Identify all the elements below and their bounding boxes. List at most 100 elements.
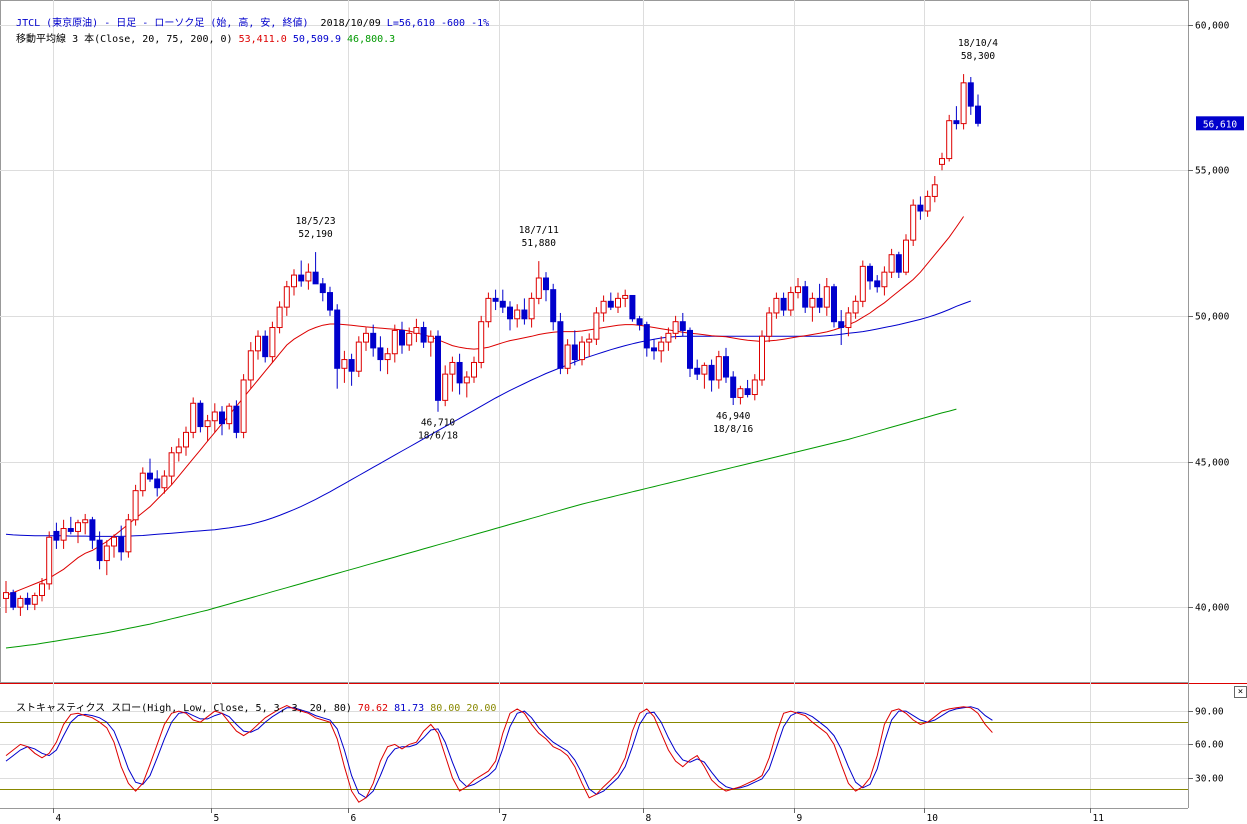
candle-down [53,530,60,541]
date-tick-label: 11 [1093,813,1105,824]
candle-down [780,297,787,311]
candle-up [139,472,146,492]
candle-down [67,528,74,532]
candle-up [427,335,434,343]
chart-header: JTCL (東京原油) - 日足 - ローソク足 (始, 高, 安, 終値) 2… [4,3,489,29]
candle-down [543,277,549,291]
ma75-value: 50,509.9 [292,34,341,45]
date-tick-label: 10 [927,813,939,824]
candle-down [89,519,96,541]
date-tick-label: 7 [502,813,508,824]
candle-up [46,536,53,585]
candle-up [615,297,621,308]
stoch-slow-k-line [5,705,993,803]
candle-down [629,294,636,320]
candle-down [679,321,686,331]
candle-down [550,289,557,323]
candle-down [694,367,701,375]
candle-up [355,341,362,372]
candle-down [607,300,614,308]
candle-down [687,329,693,369]
annotation-line2: 18/6/18 [418,431,458,442]
candle-up [132,490,139,521]
candle-up [449,361,456,375]
candle-up [823,286,830,308]
candle-down [838,321,845,329]
last-price-badge [1196,116,1244,131]
stoch-slow-d-line [5,706,993,799]
candle-down [802,286,809,308]
annotation-line1: 18/10/4 [958,38,998,49]
ma200-value: 46,800.3 [347,34,396,45]
annotation-line2: 58,300 [961,51,996,62]
candle-down [10,592,17,608]
candle-up [881,271,888,288]
date-axis: 4 5 6 7 8 9 10 11 [53,808,1105,824]
candle-down [975,105,981,124]
candle-down [399,329,405,346]
date-tick-label: 5 [214,813,220,824]
candle-up [737,388,744,398]
candle-up [535,277,542,299]
candle-up [305,271,312,282]
candle-down [154,478,161,489]
date-tick-label: 8 [646,813,652,824]
date-tick-label: 6 [351,813,357,824]
candle-up [658,341,665,352]
stoch-upper-level: 80.00 [430,703,461,714]
candle-up [787,292,794,311]
candle-down [636,318,643,326]
candle-down [118,536,125,553]
candle-up [391,329,398,355]
candle-down [571,344,578,361]
candle-down [456,361,463,384]
ma75-line [5,300,971,537]
candle-up [204,420,211,428]
candle-down [370,332,377,349]
candle-up [17,597,24,608]
candle-up [809,297,816,308]
candle-down [499,300,506,308]
candle-down [895,254,902,273]
candle-down [557,321,564,369]
candle-down [967,82,974,107]
header-change: -600 [441,18,466,29]
candle-down [96,539,103,562]
price-tick-label: 40,000 [1195,603,1230,614]
annotation-line2: 18/8/16 [713,424,753,435]
price-tick-label: 60,000 [1195,21,1230,32]
annotation-line2: 52,190 [298,229,333,240]
moving-average-lines [5,216,971,649]
candle-down [492,297,499,302]
candle-up [514,309,521,320]
candle-down [831,286,837,323]
candle-down [643,324,650,349]
candle-up [384,353,391,361]
annotation-line1: 46,940 [716,411,751,422]
candle-up [593,312,600,340]
candle-up [600,300,607,314]
candle-down [521,309,528,320]
candle-up [939,158,945,165]
ma20-line [5,216,965,596]
candle-up [579,341,585,361]
candle-up [766,312,773,337]
candle-down [953,120,960,125]
candle-up [795,286,801,294]
candle-up [60,528,67,541]
candle-up [183,431,189,448]
price-panel-frame [0,0,1189,683]
candle-down [867,265,873,282]
candle-down [197,402,204,428]
price-tick-label: 55,000 [1195,166,1230,177]
close-icon[interactable]: × [1234,686,1247,698]
candle-down [319,283,326,294]
candle-up [341,359,348,369]
candle-down [708,364,715,381]
candle-down [219,411,225,425]
candle-up [276,306,283,329]
stochastic-panel: 30.00 60.00 90.00 [0,705,1224,803]
stoch-lower-level: 20.00 [466,703,497,714]
candle-up [413,327,420,334]
candle-down [730,376,737,398]
